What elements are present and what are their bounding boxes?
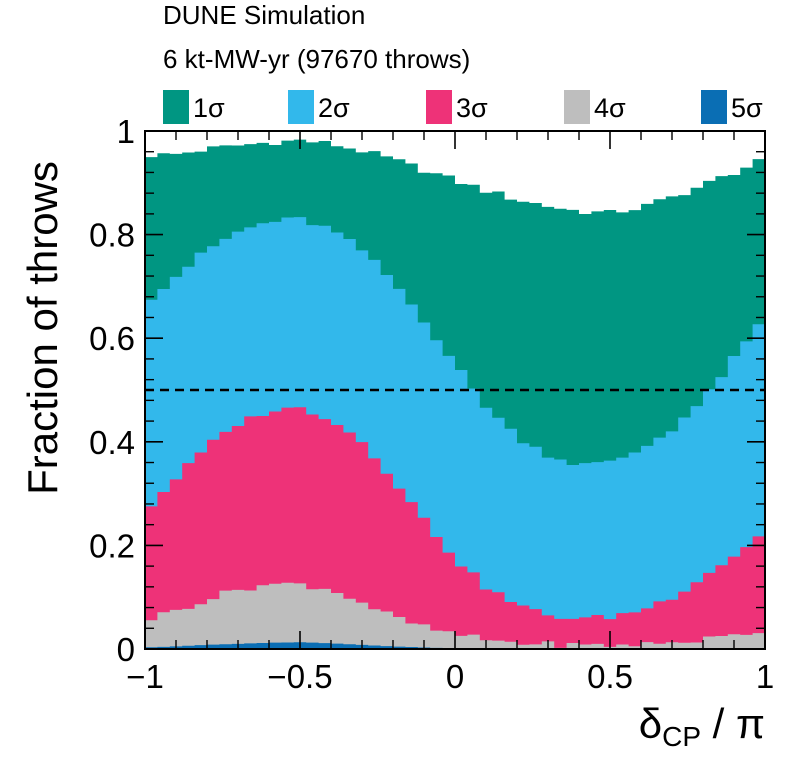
y-tick-label: 0.6 bbox=[89, 320, 135, 357]
legend: 1σ 2σ 3σ 4σ 5σ bbox=[163, 90, 763, 124]
legend-swatch-4sigma bbox=[564, 90, 590, 124]
x-tick-label: −1 bbox=[126, 658, 164, 695]
plot-area bbox=[145, 139, 765, 649]
legend-label-4sigma: 4σ bbox=[594, 93, 626, 123]
legend-label-5sigma: 5σ bbox=[731, 93, 763, 123]
tick-labels: −1 −0.5 0 0.5 1 0 0.2 0.4 0.6 0.8 1 bbox=[89, 113, 774, 695]
x-tick-label: 1 bbox=[756, 658, 774, 695]
chart-title: DUNE Simulation bbox=[163, 0, 366, 30]
y-tick-label: 1 bbox=[117, 113, 135, 150]
ticks bbox=[144, 130, 766, 650]
legend-swatch-2sigma bbox=[288, 90, 314, 124]
x-axis-label: δCP / π bbox=[639, 700, 765, 752]
x-tick-label: 0.5 bbox=[587, 658, 633, 695]
y-tick-label: 0.2 bbox=[89, 527, 135, 564]
legend-swatch-1sigma bbox=[163, 90, 189, 124]
x-axis-label-subscript: CP bbox=[662, 721, 701, 752]
legend-label-1sigma: 1σ bbox=[193, 93, 225, 123]
x-tick-label: 0 bbox=[446, 658, 464, 695]
chart-subtitle: 6 kt-MW-yr (97670 throws) bbox=[163, 44, 471, 74]
legend-swatch-3sigma bbox=[426, 90, 452, 124]
x-axis-label-rest: / π bbox=[701, 700, 765, 747]
legend-label-3sigma: 3σ bbox=[456, 93, 488, 123]
x-axis-label-symbol: δ bbox=[639, 700, 662, 747]
y-axis-label: Fraction of throws bbox=[19, 161, 66, 495]
legend-swatch-5sigma bbox=[701, 90, 727, 124]
y-tick-label: 0 bbox=[117, 631, 135, 668]
x-tick-label: −0.5 bbox=[267, 658, 332, 695]
legend-label-2sigma: 2σ bbox=[318, 93, 350, 123]
y-tick-label: 0.8 bbox=[89, 217, 135, 254]
y-tick-label: 0.4 bbox=[89, 424, 135, 461]
